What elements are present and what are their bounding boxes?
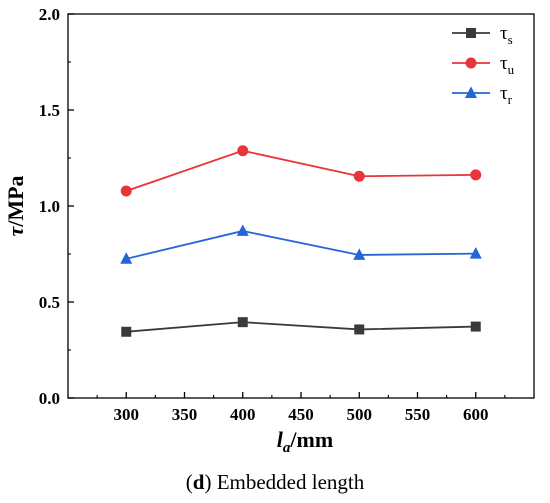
legend-item-r: τr — [452, 83, 513, 107]
x-tick-label: 300 — [114, 405, 140, 424]
data-point-s — [121, 326, 132, 337]
legend-marker — [465, 86, 477, 98]
data-point-s — [470, 321, 481, 332]
data-point-s — [237, 317, 248, 328]
legend-marker — [466, 28, 476, 38]
legend-label: τs — [500, 23, 513, 47]
legend: τs τu τr — [452, 23, 515, 107]
series-line-r — [126, 230, 476, 260]
y-axis: 0.0 0.5 1.0 1.5 2.0 — [39, 5, 74, 408]
data-point-s — [354, 324, 365, 335]
series-line-s — [126, 321, 476, 333]
legend-label: τu — [500, 53, 515, 77]
series-r — [120, 224, 482, 264]
legend-item-u: τu — [452, 53, 515, 77]
legend-label: τr — [500, 83, 513, 107]
data-point-r — [353, 248, 366, 260]
figure-caption: (d) Embedded length — [186, 470, 365, 494]
series-layer — [120, 145, 482, 337]
x-axis: 300 350 400 450 500 550 600 — [96, 392, 506, 424]
x-axis-title: la/mm — [277, 427, 333, 456]
series-line-u — [125, 149, 476, 192]
x-tick-label: 550 — [405, 405, 431, 424]
y-tick-label: 0.0 — [39, 389, 60, 408]
x-tick-label: 450 — [288, 405, 314, 424]
plot-frame — [67, 13, 535, 399]
y-tick-label: 1.0 — [39, 197, 60, 216]
y-tick-label: 2.0 — [39, 5, 60, 24]
legend-marker — [465, 57, 477, 69]
series-s — [121, 317, 481, 337]
x-tick-label: 400 — [230, 405, 256, 424]
data-point-r — [120, 252, 133, 264]
legend-item-s: τs — [452, 23, 513, 47]
data-point-u — [237, 145, 249, 157]
series-u — [120, 145, 482, 197]
x-tick-label: 500 — [347, 405, 373, 424]
data-point-r — [236, 224, 249, 236]
data-point-u — [470, 169, 482, 181]
x-tick-label: 350 — [172, 405, 198, 424]
y-axis-title: τ/MPa — [3, 175, 28, 236]
x-tick-label: 600 — [463, 405, 489, 424]
y-tick-label: 0.5 — [39, 293, 60, 312]
data-point-r — [469, 247, 482, 259]
data-point-u — [353, 170, 365, 182]
y-tick-label: 1.5 — [39, 101, 60, 120]
data-point-u — [120, 185, 132, 197]
